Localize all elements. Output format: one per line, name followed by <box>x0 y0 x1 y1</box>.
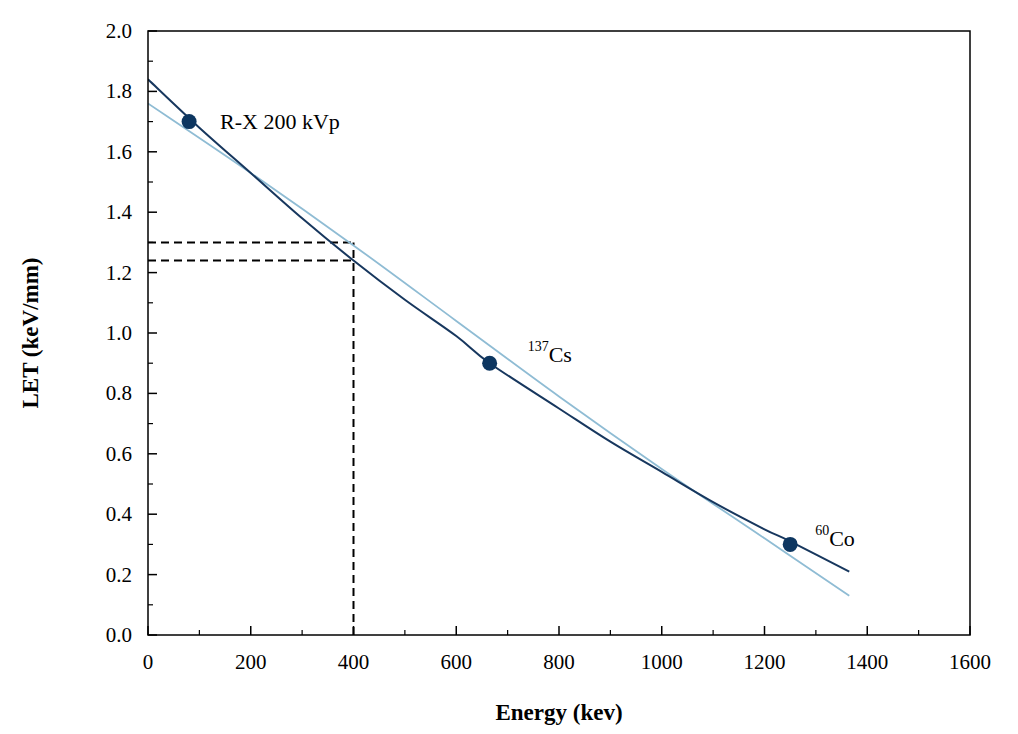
x-tick-label: 1000 <box>641 650 683 674</box>
reference-horizontal <box>148 241 354 243</box>
x-axis-title: Energy (kev) <box>495 700 622 725</box>
y-tick-label: 1.4 <box>106 200 133 224</box>
y-tick <box>148 332 157 334</box>
point <box>783 537 798 552</box>
y-tick <box>148 453 157 455</box>
x-tick-label: 1600 <box>949 650 991 674</box>
y-tick-label: 0.2 <box>106 563 132 587</box>
point-label-sup: 60 <box>815 523 829 538</box>
x-tick-label: 600 <box>441 650 473 674</box>
x-tick <box>867 626 869 635</box>
y-tick <box>148 574 157 576</box>
point-label-sup: 137 <box>528 339 549 354</box>
y-tick-label: 1.8 <box>106 79 132 103</box>
y-tick-label: 0.8 <box>106 381 132 405</box>
reference-horizontal <box>148 260 354 262</box>
y-tick <box>148 151 157 153</box>
reference-vertical <box>353 242 355 635</box>
point-label: 60Co <box>815 523 855 551</box>
x-tick-label: 1200 <box>744 650 786 674</box>
y-tick-label: 0.4 <box>106 502 133 526</box>
y-tick <box>148 272 157 274</box>
y-tick <box>148 91 157 93</box>
series-line <box>148 79 849 571</box>
series-line <box>148 103 849 595</box>
y-tick-label: 0.0 <box>106 623 132 647</box>
x-tick-label: 800 <box>543 650 575 674</box>
y-tick-label: 0.6 <box>106 442 132 466</box>
y-tick <box>148 513 157 515</box>
point-label: 137Cs <box>528 339 572 367</box>
chart: 0 200 400 600 800 1000 1200 1400 1600 0.0 0.2 0.4 0.… <box>0 0 1018 734</box>
y-tick-label: 1.6 <box>106 140 132 164</box>
plot-area <box>148 79 849 635</box>
y-tick-label: 1.0 <box>106 321 132 345</box>
y-tick-label: 1.2 <box>106 261 132 285</box>
x-tick-label: 400 <box>338 650 370 674</box>
point-label-text: Co <box>829 526 855 551</box>
x-tick-label: 0 <box>143 650 154 674</box>
x-tick-label: 1400 <box>846 650 888 674</box>
x-tick-label: 200 <box>235 650 267 674</box>
point-label-text: Cs <box>549 342 572 367</box>
x-tick <box>250 626 252 635</box>
y-tick <box>148 211 157 213</box>
y-tick <box>148 393 157 395</box>
x-tick <box>764 626 766 635</box>
x-tick <box>456 626 458 635</box>
point <box>182 114 197 129</box>
y-tick-label: 2.0 <box>106 19 132 43</box>
plot-frame <box>148 31 970 635</box>
point <box>482 356 497 371</box>
point-label: R-X 200 kVp <box>220 109 340 134</box>
x-tick <box>661 626 663 635</box>
y-axis-title: LET (keV/mm) <box>18 258 43 409</box>
x-tick <box>558 626 560 635</box>
